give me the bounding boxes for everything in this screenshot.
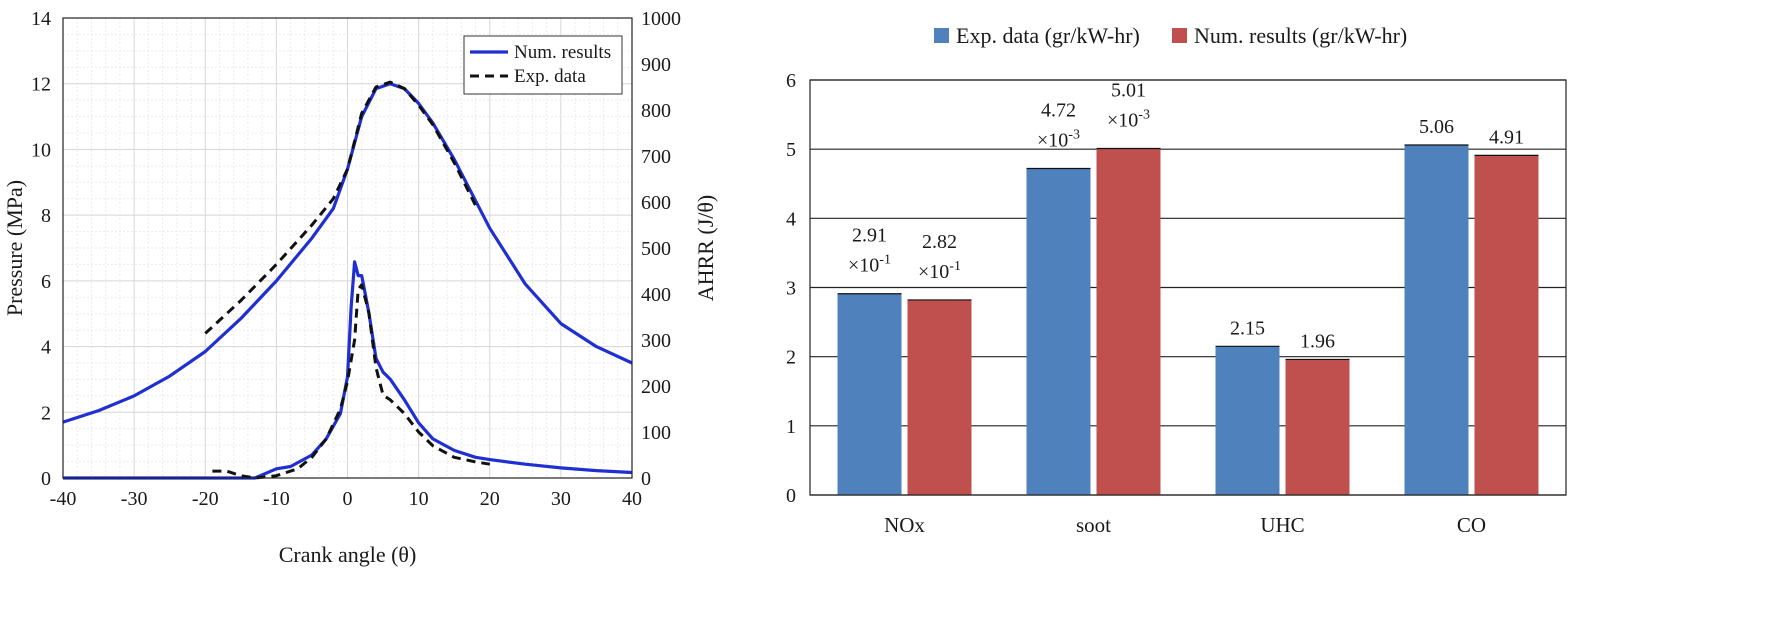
x-tick-label: 30 — [551, 488, 571, 510]
pressure-exp-data-line — [204, 80, 477, 335]
bar-category-labels: NOx soot UHC CO — [884, 513, 1486, 537]
y-tick-label: 0 — [41, 468, 51, 490]
y-tick-label: 2 — [41, 402, 51, 424]
y2-tick-label: 500 — [641, 238, 671, 260]
bar-data-label: 5.01 — [1111, 79, 1146, 101]
y-tick-label: 6 — [41, 271, 51, 293]
bar-y-tick-label: 1 — [786, 416, 796, 438]
y-tick-label: 8 — [41, 205, 51, 227]
bar-data-label: 2.15 — [1230, 317, 1265, 339]
y-tick-label: 10 — [31, 139, 51, 161]
bar-y-tick-label: 0 — [786, 485, 796, 507]
x-tick-label: -20 — [192, 488, 219, 510]
line-chart-series — [62, 80, 633, 480]
bar-y-tick-label: 3 — [786, 278, 796, 300]
x-tick-label: -40 — [50, 488, 77, 510]
bar-chart-bars — [837, 144, 1539, 496]
y2-tick-label: 100 — [641, 422, 671, 444]
bar-chart: Exp. data (gr/kW-hr) Num. results (gr/kW… — [786, 23, 1567, 537]
category-label: NOx — [884, 513, 925, 537]
y2-tick-label: 600 — [641, 192, 671, 214]
num-results-bar-soot — [1096, 148, 1161, 495]
x-axis-label: Crank angle (θ) — [279, 542, 417, 567]
exp-data-bar-co — [1404, 145, 1469, 495]
y-tick-label: 4 — [41, 337, 51, 359]
bar-data-label: 2.91 — [852, 225, 887, 247]
legend-swatch-exp-data — [934, 28, 949, 43]
y2-tick-label: 800 — [641, 100, 671, 122]
bar-y-tick-label: 4 — [786, 208, 796, 230]
legend-label-num-results: Num. results — [514, 42, 611, 63]
bar-chart-frame — [809, 79, 1567, 496]
bar-data-label: 4.72 — [1041, 100, 1076, 122]
bar-data-label-scale-exponent: -3 — [1068, 128, 1080, 143]
bar-data-label-scale: ×10-3 — [1107, 107, 1150, 131]
y2-axis-label: AHRR (J/θ) — [693, 195, 718, 302]
line-chart-legend: Num. results Exp. data — [463, 35, 623, 95]
exp-data-bar-uhc — [1215, 346, 1280, 495]
exp-data-bar-nox — [837, 293, 902, 495]
y2-tick-label: 0 — [641, 468, 651, 490]
bar-data-label-scale-base: ×10 — [1037, 130, 1068, 152]
bar-data-label-scale-exponent: -3 — [1138, 107, 1150, 122]
bar-data-label-scale-base: ×10 — [848, 255, 879, 277]
bar-data-label: 5.06 — [1419, 116, 1454, 138]
bar-data-label-scale: ×10-1 — [918, 259, 961, 283]
bar-data-label-scale-exponent: -1 — [949, 259, 961, 274]
y2-tick-label: 1000 — [641, 8, 681, 30]
bar-y-tick-label: 2 — [786, 347, 796, 369]
num-results-bar-uhc — [1285, 359, 1350, 495]
num-results-bar-nox — [907, 299, 972, 495]
legend-box — [463, 35, 623, 95]
num-results-bar-co — [1474, 155, 1539, 495]
line-chart: -40 -30 -20 -10 0 10 20 30 40 0 2 4 6 8 10 12 14 0 100 20… — [2, 8, 718, 567]
y2-tick-label: 200 — [641, 376, 671, 398]
y2-axis-ticks: 0 100 200 300 400 500 600 700 800 900 1000 — [641, 8, 681, 490]
bar-data-label-scale: ×10-1 — [848, 253, 891, 277]
bar-data-label-scale-base: ×10 — [1107, 109, 1138, 131]
line-chart-frame — [62, 17, 633, 479]
x-tick-label: 20 — [480, 488, 500, 510]
bar-data-label: 2.82 — [922, 231, 957, 253]
y2-tick-label: 300 — [641, 330, 671, 352]
exp-data-bar-soot — [1026, 168, 1091, 496]
x-tick-label: -10 — [263, 488, 290, 510]
x-axis-ticks: -40 -30 -20 -10 0 10 20 30 40 — [50, 488, 642, 510]
bar-data-label-scale-exponent: -1 — [879, 253, 891, 268]
legend-label-exp-data: Exp. data — [514, 66, 586, 87]
legend-label-num-results: Num. results (gr/kW-hr) — [1194, 23, 1407, 48]
bar-y-tick-label: 5 — [786, 139, 796, 161]
category-label: soot — [1076, 513, 1111, 537]
x-tick-label: 40 — [622, 488, 642, 510]
bar-data-label: 1.96 — [1300, 330, 1335, 352]
bar-y-tick-label: 6 — [786, 70, 796, 92]
bar-data-label-scale: ×10-3 — [1037, 128, 1080, 152]
y2-tick-label: 700 — [641, 146, 671, 168]
category-label: UHC — [1260, 513, 1304, 537]
bar-y-axis-ticks: 0 1 2 3 4 5 6 — [786, 70, 796, 507]
line-chart-grid — [62, 17, 633, 479]
y2-tick-label: 400 — [641, 284, 671, 306]
x-tick-label: 0 — [343, 488, 353, 510]
y2-tick-label: 900 — [641, 54, 671, 76]
y-tick-label: 12 — [31, 74, 51, 96]
y-axis-label: Pressure (MPa) — [2, 180, 27, 316]
x-tick-label: 10 — [409, 488, 429, 510]
bar-data-labels: 2.91×10-12.82×10-14.72×10-35.01×10-32.15… — [848, 79, 1524, 352]
y-tick-label: 14 — [31, 8, 51, 30]
bar-data-label: 4.91 — [1489, 126, 1524, 148]
bar-data-label-scale-base: ×10 — [918, 261, 949, 283]
x-tick-label: -30 — [121, 488, 148, 510]
bar-chart-legend: Exp. data (gr/kW-hr) Num. results (gr/kW… — [934, 23, 1407, 48]
legend-label-exp-data: Exp. data (gr/kW-hr) — [956, 23, 1140, 48]
legend-swatch-num-results — [1172, 28, 1187, 43]
y-axis-ticks: 0 2 4 6 8 10 12 14 — [31, 8, 51, 490]
category-label: CO — [1457, 513, 1486, 537]
